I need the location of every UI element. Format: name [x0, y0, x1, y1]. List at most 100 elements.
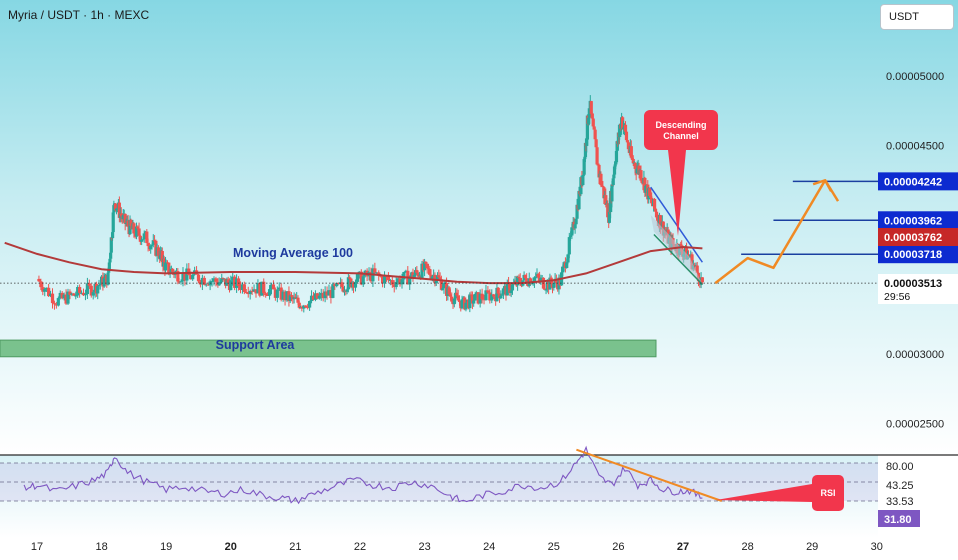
- time-tick-label: 30: [871, 541, 883, 553]
- candle-body: [635, 168, 639, 174]
- candle-body: [132, 223, 136, 234]
- candle-body: [351, 282, 356, 288]
- candle-body: [89, 285, 93, 296]
- candle-body: [454, 292, 458, 299]
- candle-body: [518, 278, 522, 284]
- rsi-callout: RSI: [716, 475, 844, 511]
- candle-body: [375, 272, 379, 274]
- candle-body: [450, 296, 454, 302]
- candle-body: [348, 277, 352, 279]
- time-tick-label: 28: [741, 541, 753, 553]
- candle-body: [191, 274, 195, 280]
- candle-body: [543, 288, 547, 290]
- time-tick-label: 25: [548, 541, 560, 553]
- candle-body: [179, 281, 183, 283]
- candle-body: [152, 240, 157, 242]
- currency-button[interactable]: USDT: [880, 4, 954, 30]
- candle-body: [452, 298, 456, 305]
- candle-body: [41, 287, 45, 292]
- candle-body: [643, 177, 647, 193]
- price-tick-label: 0.00005000: [886, 71, 944, 83]
- candle-body: [581, 175, 585, 186]
- time-tick-label: 22: [354, 541, 366, 553]
- candle-body: [150, 244, 154, 246]
- candle-body: [277, 287, 281, 290]
- candle-body: [486, 290, 490, 293]
- candle-body: [136, 226, 140, 229]
- candle-body: [311, 295, 316, 300]
- candle-body: [600, 185, 604, 187]
- candle-body: [138, 235, 142, 242]
- candle-body: [653, 208, 658, 212]
- resistance-levels-group: 0.00004242 0.00003962 0.00003718: [0, 172, 958, 284]
- rsi-tick-label: 33.53: [886, 496, 914, 508]
- resistance-level-badge: [878, 172, 958, 191]
- candle-body: [510, 284, 515, 291]
- candle-body: [246, 292, 250, 295]
- candle-body: [341, 287, 345, 292]
- candle-body: [76, 287, 80, 296]
- candle-body: [434, 280, 438, 284]
- candle-body: [98, 283, 102, 285]
- candle-body: [262, 281, 266, 294]
- candle-body: [468, 294, 472, 309]
- candle-body: [591, 118, 595, 127]
- candle-body: [335, 283, 339, 287]
- candle-body: [639, 170, 643, 181]
- candle-body: [382, 275, 387, 284]
- candle-body: [592, 126, 596, 130]
- candle-body: [74, 295, 78, 297]
- candle-body: [652, 199, 657, 209]
- candle-body: [87, 283, 91, 286]
- candle-body: [621, 127, 626, 129]
- candle-body: [693, 264, 697, 266]
- rsi-current-badge: [878, 510, 920, 527]
- candle-body: [566, 254, 570, 263]
- candle-body: [612, 174, 616, 179]
- candle-body: [269, 284, 274, 290]
- candle-body: [388, 280, 392, 282]
- candle-body: [583, 142, 588, 158]
- candle-body: [482, 299, 486, 301]
- candle-body: [146, 243, 150, 247]
- candle-body: [309, 295, 314, 302]
- resistance-level-badge: [878, 211, 958, 230]
- support-zone: [0, 339, 657, 358]
- candle-body: [532, 277, 537, 283]
- candle-body: [304, 305, 308, 308]
- candle-body: [267, 289, 272, 296]
- candle-body: [142, 233, 146, 240]
- candle-body: [285, 291, 289, 301]
- candle-body: [496, 287, 500, 294]
- candle-body: [649, 195, 653, 198]
- rsi-tick-label: 80.00: [886, 461, 914, 473]
- candle-body: [614, 162, 618, 165]
- candle-body: [593, 129, 597, 140]
- candle-body: [252, 289, 256, 292]
- candle-body: [435, 275, 440, 281]
- candle-body: [607, 203, 611, 223]
- candle-body: [115, 208, 120, 210]
- candle-body: [441, 288, 445, 290]
- candle-body: [107, 269, 111, 273]
- candle-body: [637, 165, 641, 175]
- candle-body: [492, 294, 496, 297]
- candle-body: [66, 291, 70, 304]
- candle-body: [300, 307, 304, 309]
- candle-body: [597, 164, 601, 178]
- candle-body: [655, 217, 660, 219]
- candle-body: [109, 237, 113, 253]
- candle-body: [630, 157, 634, 159]
- candle-body: [442, 283, 446, 289]
- candle-body: [297, 302, 301, 308]
- candle-body: [162, 258, 166, 262]
- candle-body: [536, 274, 540, 278]
- candle-body: [412, 274, 416, 279]
- candle-body: [583, 157, 587, 160]
- candle-body: [606, 203, 610, 218]
- candle-body: [196, 274, 201, 282]
- candle-body: [345, 289, 349, 292]
- candle-body: [426, 268, 431, 270]
- candle-body: [386, 276, 391, 281]
